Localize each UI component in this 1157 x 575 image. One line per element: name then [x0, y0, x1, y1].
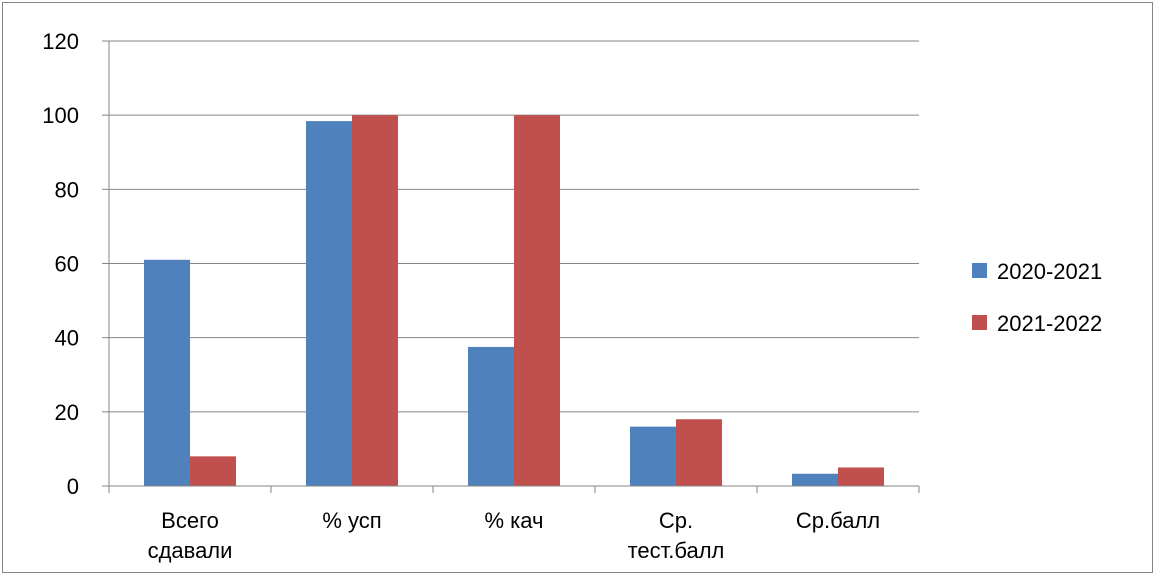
bar-2020-2021-2 — [468, 346, 514, 486]
x-category-label: тест.балл — [628, 538, 725, 563]
legend-label: 2020-2021 — [997, 259, 1102, 284]
legend-label: 2021-2022 — [997, 311, 1102, 336]
bar-2021-2022-1 — [352, 115, 398, 487]
x-category-label: % усп — [322, 508, 381, 533]
y-tick-label: 0 — [67, 474, 79, 499]
y-tick-label: 120 — [42, 29, 79, 54]
legend-swatch — [972, 263, 987, 278]
bar-2021-2022-4 — [838, 467, 884, 486]
x-category-label: % кач — [485, 508, 544, 533]
y-axis-ticks: 0 20 40 60 80 100 120 — [42, 29, 79, 499]
bar-2020-2021-3 — [630, 426, 676, 486]
y-tick-label: 40 — [55, 326, 79, 351]
x-category-label: Ср.балл — [796, 508, 880, 533]
y-tick-label: 60 — [55, 252, 79, 277]
y-tick-label: 20 — [55, 400, 79, 425]
bar-2020-2021-0 — [144, 259, 190, 486]
bars — [144, 115, 884, 487]
axes — [102, 40, 920, 493]
category-labels: Всего сдавали % усп % кач Ср. тест.балл Ср.бал… — [148, 508, 881, 563]
bar-2021-2022-2 — [514, 115, 560, 487]
x-category-label: Всего — [161, 508, 219, 533]
legend-swatch — [972, 315, 987, 330]
legend: 2020-2021 2021-2022 — [972, 259, 1102, 336]
y-tick-label: 100 — [42, 103, 79, 128]
bar-2020-2021-4 — [792, 473, 838, 486]
bar-2021-2022-3 — [676, 419, 722, 486]
bar-2020-2021-1 — [306, 121, 352, 486]
x-category-label: Ср. — [659, 508, 693, 533]
y-tick-label: 80 — [55, 177, 79, 202]
bar-2021-2022-0 — [190, 456, 236, 486]
x-category-label: сдавали — [148, 538, 233, 563]
